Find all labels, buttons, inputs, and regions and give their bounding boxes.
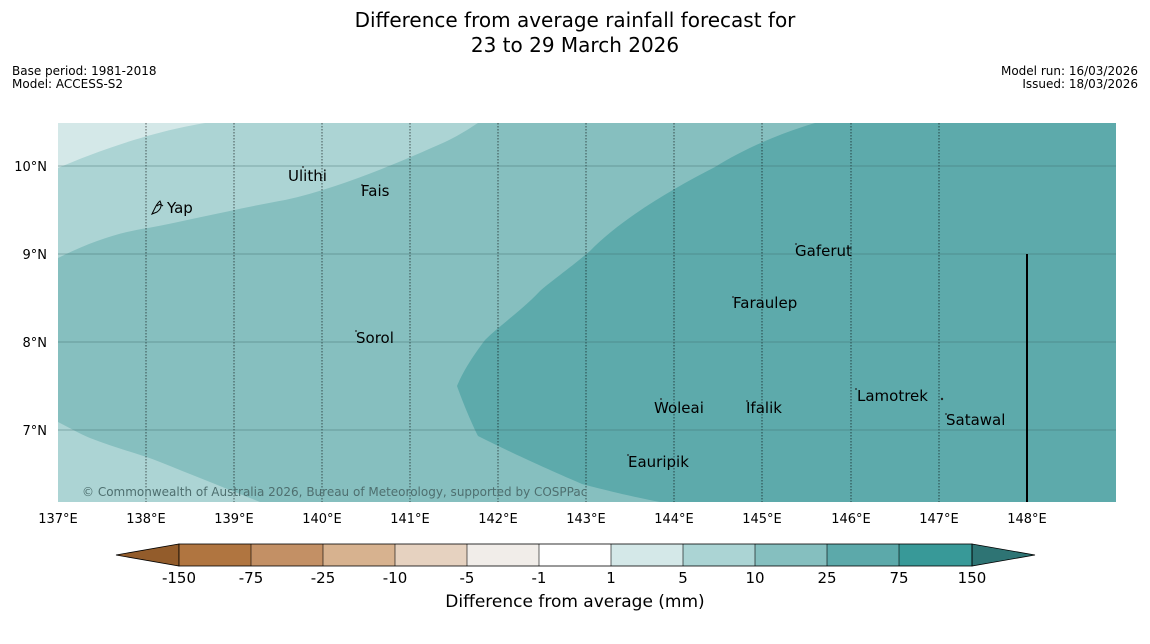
shading-band-25-75: [457, 123, 1116, 502]
meta-right: Model run: 16/03/2026 Issued: 18/03/2026: [1001, 65, 1138, 91]
lat-tick-label: 7°N: [23, 424, 48, 439]
colorbar-title: Difference from average (mm): [445, 592, 705, 612]
colorbar-swatch: [395, 544, 467, 566]
copyright-notice: © Commonwealth of Australia 2026, Bureau…: [82, 485, 587, 499]
lon-tick-label: 145°E: [742, 512, 782, 527]
place-label-ulithi: Ulithi: [288, 167, 327, 185]
lon-tick-label: 139°E: [214, 512, 254, 527]
issued-date: Issued: 18/03/2026: [1022, 77, 1138, 91]
island-dots: [302, 166, 947, 456]
colorbar-high-extension: [971, 543, 1036, 567]
place-label-ifalik: Ifalik: [746, 399, 782, 417]
colorbar-swatch: [827, 544, 899, 566]
place-label-fais: Fais: [361, 182, 390, 200]
colorbar-tick-label: 25: [817, 569, 836, 587]
colorbar-tick-label: -5: [460, 569, 475, 587]
latitude-gridlines: [58, 165, 1116, 431]
colorbar-tick-label: 1: [606, 569, 616, 587]
title-line-2: 23 to 29 March 2026: [470, 33, 680, 57]
place-label-woleai: Woleai: [654, 399, 704, 417]
place-labels: Yap Ulithi Fais Gaferut Faraulep Sorol L…: [166, 167, 1005, 471]
lon-tick-label: 147°E: [919, 512, 959, 527]
lon-tick-label: 143°E: [566, 512, 606, 527]
place-label-sorol: Sorol: [356, 329, 394, 347]
lon-tick-label: 141°E: [390, 512, 430, 527]
shading-band-5-10-south: [58, 422, 260, 502]
lat-tick-label: 8°N: [23, 336, 48, 351]
lat-tick-labels: 10°N 9°N 8°N 7°N: [14, 160, 47, 439]
meta-left: Base period: 1981-2018 Model: ACCESS-S2: [12, 65, 157, 91]
colorbar-tick-label: 150: [958, 569, 987, 587]
colorbar-swatch: [899, 544, 972, 566]
lon-tick-label: 144°E: [654, 512, 694, 527]
lon-tick-label: 137°E: [38, 512, 78, 527]
colorbar-swatch: [755, 544, 827, 566]
colorbar-swatch: [683, 544, 755, 566]
colorbar-swatch: [611, 544, 683, 566]
colorbar-swatch: [179, 544, 251, 566]
colorbar-swatch: [323, 544, 395, 566]
place-label-satawal: Satawal: [946, 411, 1005, 429]
base-period: Base period: 1981-2018: [12, 64, 157, 78]
place-label-yap: Yap: [166, 199, 193, 217]
title-line-1: Difference from average rainfall forecas…: [354, 8, 796, 32]
colorbar-tick-label: 10: [745, 569, 764, 587]
model-name: Model: ACCESS-S2: [12, 77, 124, 91]
colorbar-tick-label: 5: [678, 569, 688, 587]
colorbar-tick-label: -1: [532, 569, 547, 587]
colorbar-tick-label: -10: [383, 569, 408, 587]
colorbar: [115, 543, 1036, 567]
lat-tick-label: 10°N: [14, 160, 47, 175]
place-label-gaferut: Gaferut: [795, 242, 852, 260]
longitude-gridlines: [145, 123, 940, 502]
lat-tick-label: 9°N: [23, 248, 48, 263]
colorbar-tick-label: 75: [889, 569, 908, 587]
colorbar-low-extension: [115, 543, 180, 567]
colorbar-tick-labels: -150 -75 -25 -10 -5 -1 1 5 10 25 75 150: [162, 569, 986, 587]
place-label-faraulep: Faraulep: [733, 294, 797, 312]
colorbar-tick-label: -150: [162, 569, 196, 587]
place-label-lamotrek: Lamotrek: [857, 387, 928, 405]
lon-tick-label: 140°E: [302, 512, 342, 527]
lon-tick-label: 138°E: [126, 512, 166, 527]
colorbar-swatch: [251, 544, 323, 566]
lon-tick-label: 146°E: [831, 512, 871, 527]
yap-island-outline: [150, 200, 164, 215]
rainfall-shading: [58, 123, 1116, 502]
lon-tick-label: 148°E: [1007, 512, 1047, 527]
chart-title: Difference from average rainfall forecas…: [0, 8, 1150, 58]
colorbar-tick-label: -25: [311, 569, 336, 587]
colorbar-tick-label: -75: [239, 569, 264, 587]
place-label-eauripik: Eauripik: [628, 453, 689, 471]
colorbar-swatch: [539, 544, 611, 566]
model-run: Model run: 16/03/2026: [1000, 64, 1138, 78]
lon-tick-labels: 137°E 138°E 139°E 140°E 141°E 142°E 143°…: [38, 512, 1047, 527]
lon-tick-label: 142°E: [478, 512, 518, 527]
colorbar-swatch: [467, 544, 539, 566]
